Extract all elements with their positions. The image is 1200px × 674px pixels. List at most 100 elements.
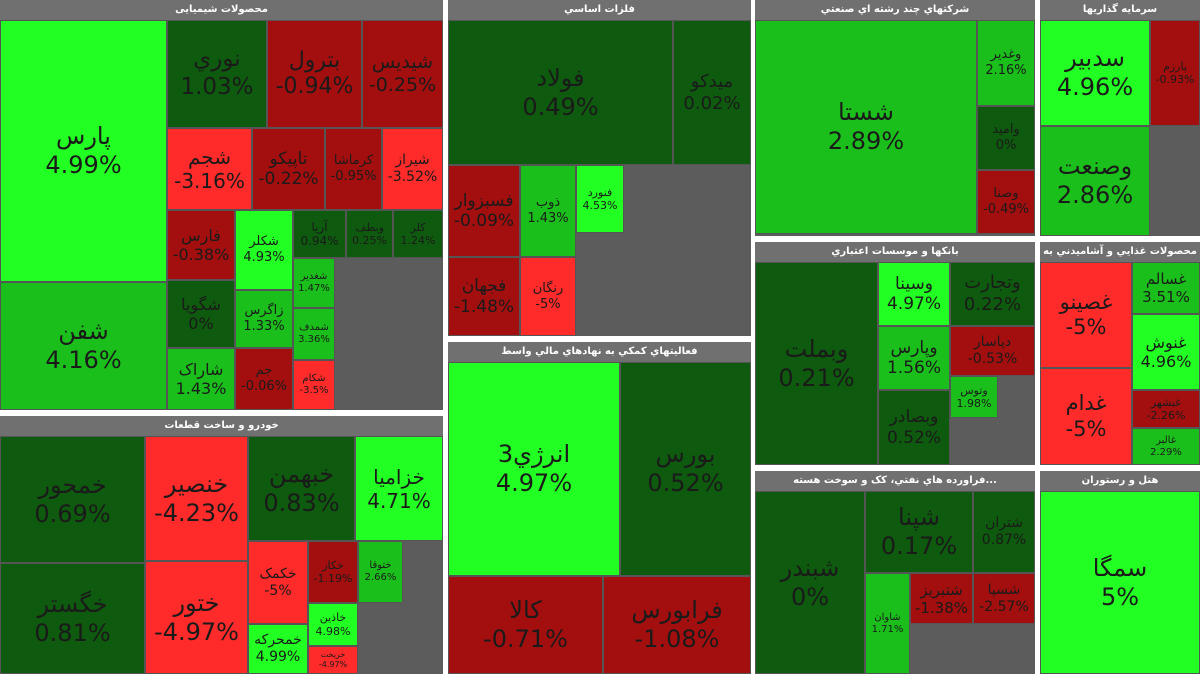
stock-cell[interactable]: فجهان -1.48% bbox=[448, 257, 520, 336]
stock-cell[interactable]: واميد 0% bbox=[977, 106, 1035, 170]
stock-cell[interactable]: شتبریز -1.38% bbox=[910, 573, 973, 624]
stock-cell[interactable]: خکار -1.19% bbox=[308, 541, 358, 603]
stock-change: -0.22% bbox=[258, 169, 319, 189]
stock-cell[interactable]: زاگرس 1.33% bbox=[235, 290, 293, 348]
stock-cell[interactable]: بترول -0.94% bbox=[267, 20, 362, 128]
stock-cell[interactable]: رنگان -5% bbox=[520, 257, 576, 336]
stock-cell[interactable]: شفن 4.16% bbox=[0, 282, 167, 410]
stock-cell[interactable]: غدام -5% bbox=[1040, 368, 1132, 465]
stock-cell[interactable]: ختور -4.97% bbox=[145, 561, 248, 674]
stock-cell[interactable]: خبهمن 0.83% bbox=[248, 436, 355, 541]
stock-cell[interactable]: غبشهر -2.26% bbox=[1132, 390, 1200, 428]
stock-cell[interactable]: نوري 1.03% bbox=[167, 20, 267, 128]
stock-cell[interactable]: شمدف 3.36% bbox=[293, 308, 335, 360]
stock-cell[interactable]: خگستر 0.81% bbox=[0, 563, 145, 674]
sector-panel: محصولات شیمیایی پارس 4.99% شفن 4.16% نوري 1.03… bbox=[0, 0, 443, 410]
stock-cell[interactable]: فسبزوار -0.09% bbox=[448, 165, 520, 257]
stock-cell[interactable]: انرژي3 4.97% bbox=[448, 362, 620, 576]
stock-change: -5% bbox=[1065, 416, 1107, 441]
sector-panel: فلزات اساسي فولاد 0.49% میدکو 0.02% فسبزوار -0… bbox=[448, 0, 751, 336]
stock-cell[interactable]: ذوب 1.43% bbox=[520, 165, 576, 257]
stock-cell[interactable]: وبطف 0.25% bbox=[346, 210, 393, 258]
stock-cell[interactable]: تاپیکو -0.22% bbox=[252, 128, 325, 210]
stock-cell[interactable]: سمگا 5% bbox=[1040, 491, 1200, 674]
stock-change: 3.36% bbox=[298, 334, 330, 345]
stock-cell[interactable]: شاراک 1.43% bbox=[167, 348, 235, 410]
stock-symbol: شسپا bbox=[987, 581, 1021, 598]
stock-symbol: شبندر bbox=[780, 553, 840, 582]
stock-change: 0.22% bbox=[963, 294, 1022, 315]
stock-cell[interactable]: شتران 0.87% bbox=[973, 491, 1035, 573]
stock-symbol: وصنعت bbox=[1057, 152, 1133, 181]
stock-cell[interactable]: وبملت 0.21% bbox=[755, 262, 878, 465]
stock-cell[interactable]: سدبیر 4.96% bbox=[1040, 20, 1150, 126]
stock-cell[interactable]: فنورد 4.53% bbox=[576, 165, 624, 233]
stock-symbol: شاوان bbox=[874, 611, 901, 623]
stock-symbol: شاراک bbox=[178, 359, 224, 379]
stock-cell[interactable]: وصنا -0.49% bbox=[977, 170, 1035, 234]
stock-cell[interactable]: کالا -0.71% bbox=[448, 576, 603, 674]
stock-change: 1.33% bbox=[243, 319, 285, 334]
stock-cell[interactable]: فارس -0.38% bbox=[167, 210, 235, 280]
stock-cell[interactable]: شیدیس -0.25% bbox=[362, 20, 443, 128]
stock-symbol: شکام bbox=[302, 373, 326, 384]
sector-title: شرکتهاي چند رشته اي صنعتي bbox=[755, 0, 1035, 20]
stock-symbol: کلر bbox=[410, 220, 426, 234]
stock-change: -2.57% bbox=[979, 598, 1029, 615]
stock-cell[interactable]: وتجارت 0.22% bbox=[950, 262, 1035, 326]
stock-cell[interactable]: بورس 0.52% bbox=[620, 362, 751, 576]
stock-change: -0.94% bbox=[275, 74, 354, 99]
stock-cell[interactable]: وپارس 1.56% bbox=[878, 326, 950, 390]
stock-cell[interactable]: شیراز -3.52% bbox=[382, 128, 443, 210]
stock-cell[interactable]: پارزم -0.93% bbox=[1150, 20, 1200, 126]
stock-cell[interactable]: خنصیر -4.23% bbox=[145, 436, 248, 561]
stock-cell[interactable]: شکلر 4.93% bbox=[235, 210, 293, 290]
stock-cell[interactable]: خزامیا 4.71% bbox=[355, 436, 443, 541]
stock-symbol: کالا bbox=[509, 596, 542, 625]
stock-cell[interactable]: غالبر 2.29% bbox=[1132, 428, 1200, 465]
stock-change: 4.93% bbox=[243, 250, 285, 265]
stock-cell[interactable]: وسينا 4.97% bbox=[878, 262, 950, 326]
stock-cell[interactable]: فرابورس -1.08% bbox=[603, 576, 751, 674]
stock-cell[interactable]: فولاد 0.49% bbox=[448, 20, 673, 165]
stock-cell[interactable]: پارس 4.99% bbox=[0, 20, 167, 282]
stock-cell[interactable]: خکمک -5% bbox=[248, 541, 308, 624]
stock-cell[interactable]: شستا 2.89% bbox=[755, 20, 977, 234]
stock-change: 2.29% bbox=[1150, 446, 1182, 458]
stock-cell[interactable]: وبصادر 0.52% bbox=[878, 390, 950, 465]
stock-change: 0.83% bbox=[263, 488, 340, 517]
stock-cell[interactable]: وتوس 1.98% bbox=[950, 376, 998, 418]
stock-symbol: وبملت bbox=[784, 334, 849, 363]
stock-symbol: وتوس bbox=[960, 383, 988, 397]
stock-cell[interactable]: وغدیر 2.16% bbox=[977, 20, 1035, 106]
stock-cell[interactable]: جم -0.06% bbox=[235, 348, 293, 410]
stock-cell[interactable]: شگویا 0% bbox=[167, 280, 235, 348]
stock-change: 1.43% bbox=[175, 379, 227, 398]
stock-cell[interactable]: میدکو 0.02% bbox=[673, 20, 751, 165]
stock-symbol: فسبزوار bbox=[454, 190, 514, 211]
stock-cell[interactable]: شجم -3.16% bbox=[167, 128, 252, 210]
stock-cell[interactable]: آریا 0.94% bbox=[293, 210, 346, 258]
stock-cell[interactable]: شبندر 0% bbox=[755, 491, 865, 674]
stock-cell[interactable]: شغدیر 1.47% bbox=[293, 258, 335, 308]
stock-cell[interactable]: وصنعت 2.86% bbox=[1040, 126, 1150, 236]
stock-cell[interactable]: شاوان 1.71% bbox=[865, 573, 910, 674]
stock-cell[interactable]: شکام -3.5% bbox=[293, 360, 335, 410]
stock-cell[interactable]: خریخت -4.97% bbox=[308, 646, 358, 674]
stock-cell[interactable]: خاذین 4.98% bbox=[308, 603, 358, 646]
stock-cell[interactable]: کرماشا -0.95% bbox=[325, 128, 382, 210]
stock-cell[interactable]: ختوقا 2.66% bbox=[358, 541, 403, 603]
sector-title: فعالیتهاي کمکي به نهادهاي مالي واسط bbox=[448, 342, 751, 362]
stock-cell[interactable]: خمحور 0.69% bbox=[0, 436, 145, 563]
stock-cell[interactable]: خمحرکه 4.99% bbox=[248, 624, 308, 674]
stock-cell[interactable]: شسپا -2.57% bbox=[973, 573, 1035, 624]
stock-cell[interactable]: غصینو -5% bbox=[1040, 262, 1132, 368]
stock-cell[interactable]: دپاسار -0.53% bbox=[950, 326, 1035, 376]
stock-symbol: وبصادر bbox=[889, 407, 939, 428]
stock-cell[interactable]: غسالم 3.51% bbox=[1132, 262, 1200, 314]
stock-cell[interactable]: شپنا 0.17% bbox=[865, 491, 973, 573]
stock-cell[interactable]: غنوش 4.96% bbox=[1132, 314, 1200, 390]
stock-change: 4.99% bbox=[255, 649, 301, 665]
stock-cell[interactable]: کلر 1.24% bbox=[393, 210, 443, 258]
stock-symbol: شیدیس bbox=[371, 51, 434, 74]
